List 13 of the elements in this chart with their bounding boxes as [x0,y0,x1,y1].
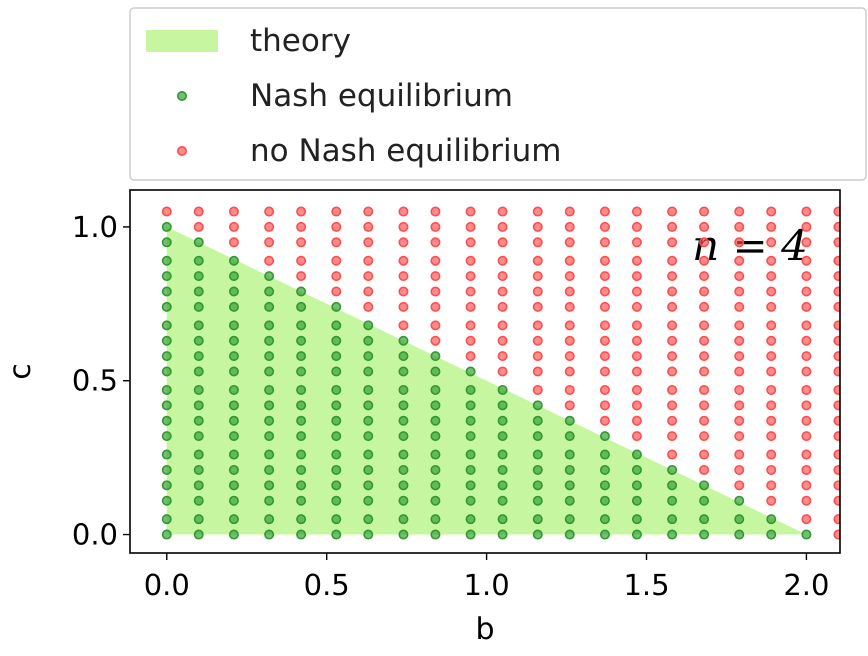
x-tick-label: 1.5 [623,568,670,602]
x-tick-label: 2.0 [783,568,830,602]
y-tick-label: 0.5 [72,364,118,398]
legend-label: theory [250,23,351,59]
legend-label: Nash equilibrium [250,78,513,114]
x-tick-label: 0.0 [144,568,190,602]
y-tick-label: 1.0 [72,210,118,244]
legend-label: no Nash equilibrium [250,133,562,169]
y-tick-label: 0.0 [72,518,118,552]
y-axis-title: c [3,363,38,380]
x-tick-label: 1.0 [464,568,510,602]
x-tick-label: 0.5 [304,568,350,602]
x-axis-title: b [475,612,495,647]
